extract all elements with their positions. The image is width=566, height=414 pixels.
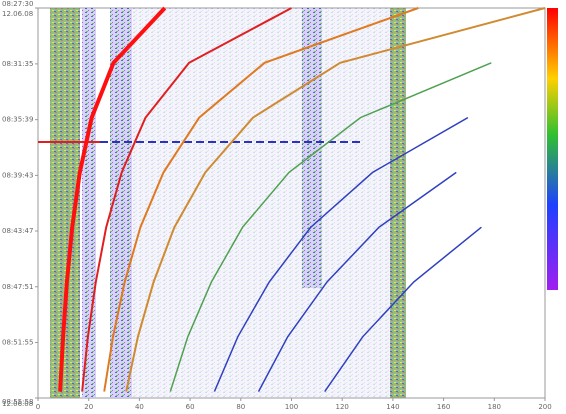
start-date: 12.06.08	[2, 10, 33, 18]
x-tick-label: 0	[36, 403, 40, 411]
x-tick-label: 80	[236, 403, 245, 411]
x-tick-label: 200	[538, 403, 551, 411]
x-tick-label: 100	[285, 403, 298, 411]
x-tick-label: 180	[488, 403, 501, 411]
y-tick-label: 08:35:39	[2, 116, 33, 124]
y-tick-label: 08:39:43	[2, 171, 33, 179]
colorbar	[547, 8, 558, 290]
y-tick-label: 08:55:58	[2, 398, 33, 406]
x-tick-label: 20	[84, 403, 93, 411]
x-tick-label: 60	[186, 403, 195, 411]
y-tick-label: 08:27:30	[2, 0, 33, 8]
x-tick-label: 160	[437, 403, 450, 411]
x-tick-label: 120	[336, 403, 349, 411]
x-tick-label: 140	[386, 403, 399, 411]
x-tick-label: 40	[135, 403, 144, 411]
y-tick-label: 08:43:47	[2, 227, 33, 235]
y-tick-label: 08:31:35	[2, 60, 33, 68]
y-tick-label: 08:47:51	[2, 283, 33, 291]
y-tick-label: 08:51:55	[2, 339, 33, 347]
chart: 12.06.08 12.06.08 0204060801001201401601…	[0, 0, 566, 414]
